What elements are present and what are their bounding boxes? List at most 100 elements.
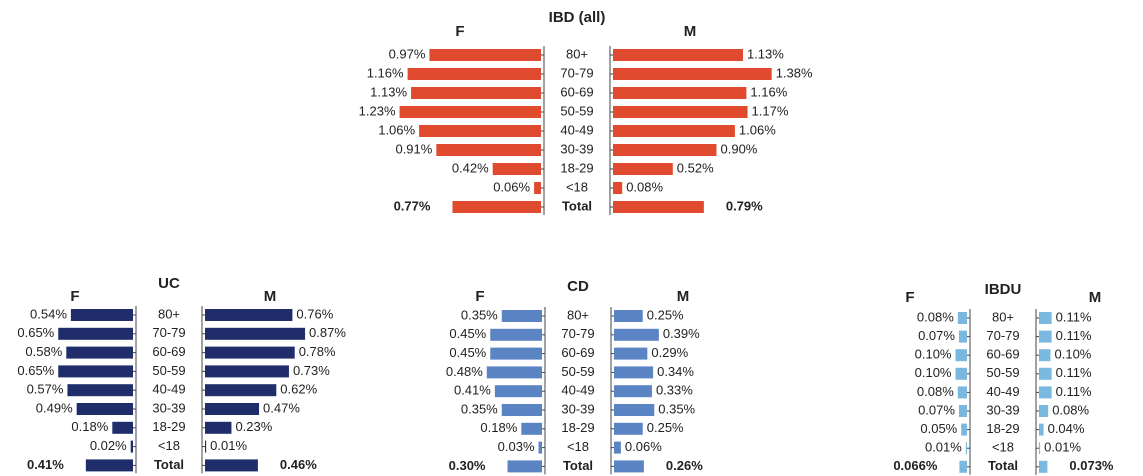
category-label: 50-59 xyxy=(561,364,594,379)
bar xyxy=(961,423,967,436)
bar xyxy=(614,347,648,360)
bar xyxy=(205,459,258,472)
bar xyxy=(76,403,133,415)
value-label: 0.18% xyxy=(480,420,517,435)
value-label: 0.47% xyxy=(263,400,300,415)
category-label: 60-69 xyxy=(561,345,594,360)
value-label: 0.87% xyxy=(309,325,346,340)
category-label: 50-59 xyxy=(986,365,1019,380)
value-label: 0.45% xyxy=(449,345,486,360)
bar xyxy=(205,384,277,397)
series-name: M xyxy=(684,23,697,40)
value-label: 0.57% xyxy=(27,382,64,397)
value-label: 0.01% xyxy=(925,440,962,455)
value-label: 0.04% xyxy=(1048,421,1085,436)
series-name: F xyxy=(475,288,484,305)
value-label: 0.45% xyxy=(449,326,486,341)
value-label: 0.54% xyxy=(30,306,67,321)
series-name: M xyxy=(677,288,690,305)
bar xyxy=(486,366,542,379)
bar xyxy=(957,386,967,399)
category-label: 80+ xyxy=(567,307,589,322)
value-label: 0.35% xyxy=(461,307,498,322)
value-label: 0.77% xyxy=(394,198,431,213)
value-label: 0.05% xyxy=(920,421,957,436)
bar xyxy=(613,163,673,175)
value-label: 0.78% xyxy=(299,344,336,359)
category-label: 18-29 xyxy=(152,419,185,434)
series-name: M xyxy=(264,288,277,305)
value-label: 0.33% xyxy=(656,383,693,398)
bar xyxy=(614,441,621,454)
category-label: 40-49 xyxy=(152,382,185,397)
category-label: 40-49 xyxy=(561,383,594,398)
value-label: 0.49% xyxy=(36,400,73,415)
value-label: 0.01% xyxy=(1044,440,1081,455)
bar xyxy=(411,87,541,99)
bar xyxy=(507,460,542,473)
category-label: 30-39 xyxy=(986,402,1019,417)
category-label: 60-69 xyxy=(560,84,593,99)
category-label: 70-79 xyxy=(152,325,185,340)
value-label: 0.90% xyxy=(721,141,758,156)
value-label: 0.25% xyxy=(647,307,684,322)
value-label: 0.65% xyxy=(17,363,54,378)
bar xyxy=(613,201,704,213)
bar xyxy=(1039,367,1052,380)
value-label: 0.10% xyxy=(915,347,952,362)
category-label: 60-69 xyxy=(986,347,1019,362)
value-label: 0.42% xyxy=(452,160,489,175)
value-label: 0.23% xyxy=(235,419,272,434)
value-label: 0.08% xyxy=(1052,402,1089,417)
panel-title: CD xyxy=(567,278,589,295)
bar xyxy=(494,385,542,398)
series-name: F xyxy=(70,288,79,305)
value-label: 0.11% xyxy=(1056,365,1092,380)
value-label: 1.13% xyxy=(747,46,784,61)
category-label: 80+ xyxy=(992,309,1014,324)
bar xyxy=(205,403,260,415)
bar xyxy=(613,87,747,99)
bar xyxy=(205,309,293,321)
value-label: 0.52% xyxy=(677,160,714,175)
category-label: 60-69 xyxy=(152,344,185,359)
category-label: 30-39 xyxy=(561,401,594,416)
value-label: 0.79% xyxy=(726,198,763,213)
category-label: 80+ xyxy=(566,46,588,61)
bar xyxy=(490,328,542,341)
bar xyxy=(419,125,541,137)
bar xyxy=(58,365,133,378)
bar xyxy=(538,441,542,454)
bar xyxy=(521,422,542,435)
bar xyxy=(955,349,967,362)
bar xyxy=(613,106,748,118)
bar xyxy=(613,68,772,80)
bar xyxy=(1039,330,1052,343)
bar xyxy=(70,309,133,321)
value-label: 0.65% xyxy=(17,325,54,340)
bar xyxy=(407,68,541,80)
value-label: 0.46% xyxy=(280,457,317,472)
bar xyxy=(613,144,717,156)
bar xyxy=(492,163,541,175)
category-label: Total xyxy=(563,458,593,473)
bar xyxy=(58,327,133,340)
bar xyxy=(112,421,133,434)
category-label: 50-59 xyxy=(560,103,593,118)
bar xyxy=(614,328,659,341)
panel-title: UC xyxy=(158,275,180,292)
value-label: 0.03% xyxy=(498,439,535,454)
category-label: <18 xyxy=(158,438,180,453)
category-label: 30-39 xyxy=(560,141,593,156)
value-label: 1.06% xyxy=(739,122,776,137)
bar xyxy=(429,49,541,61)
category-label: <18 xyxy=(567,439,589,454)
series-name: F xyxy=(455,23,464,40)
category-label: 40-49 xyxy=(560,122,593,137)
bar xyxy=(958,330,967,343)
value-label: 0.073% xyxy=(1069,458,1114,473)
bar xyxy=(957,312,967,324)
bar xyxy=(501,404,542,416)
bar xyxy=(613,125,735,137)
